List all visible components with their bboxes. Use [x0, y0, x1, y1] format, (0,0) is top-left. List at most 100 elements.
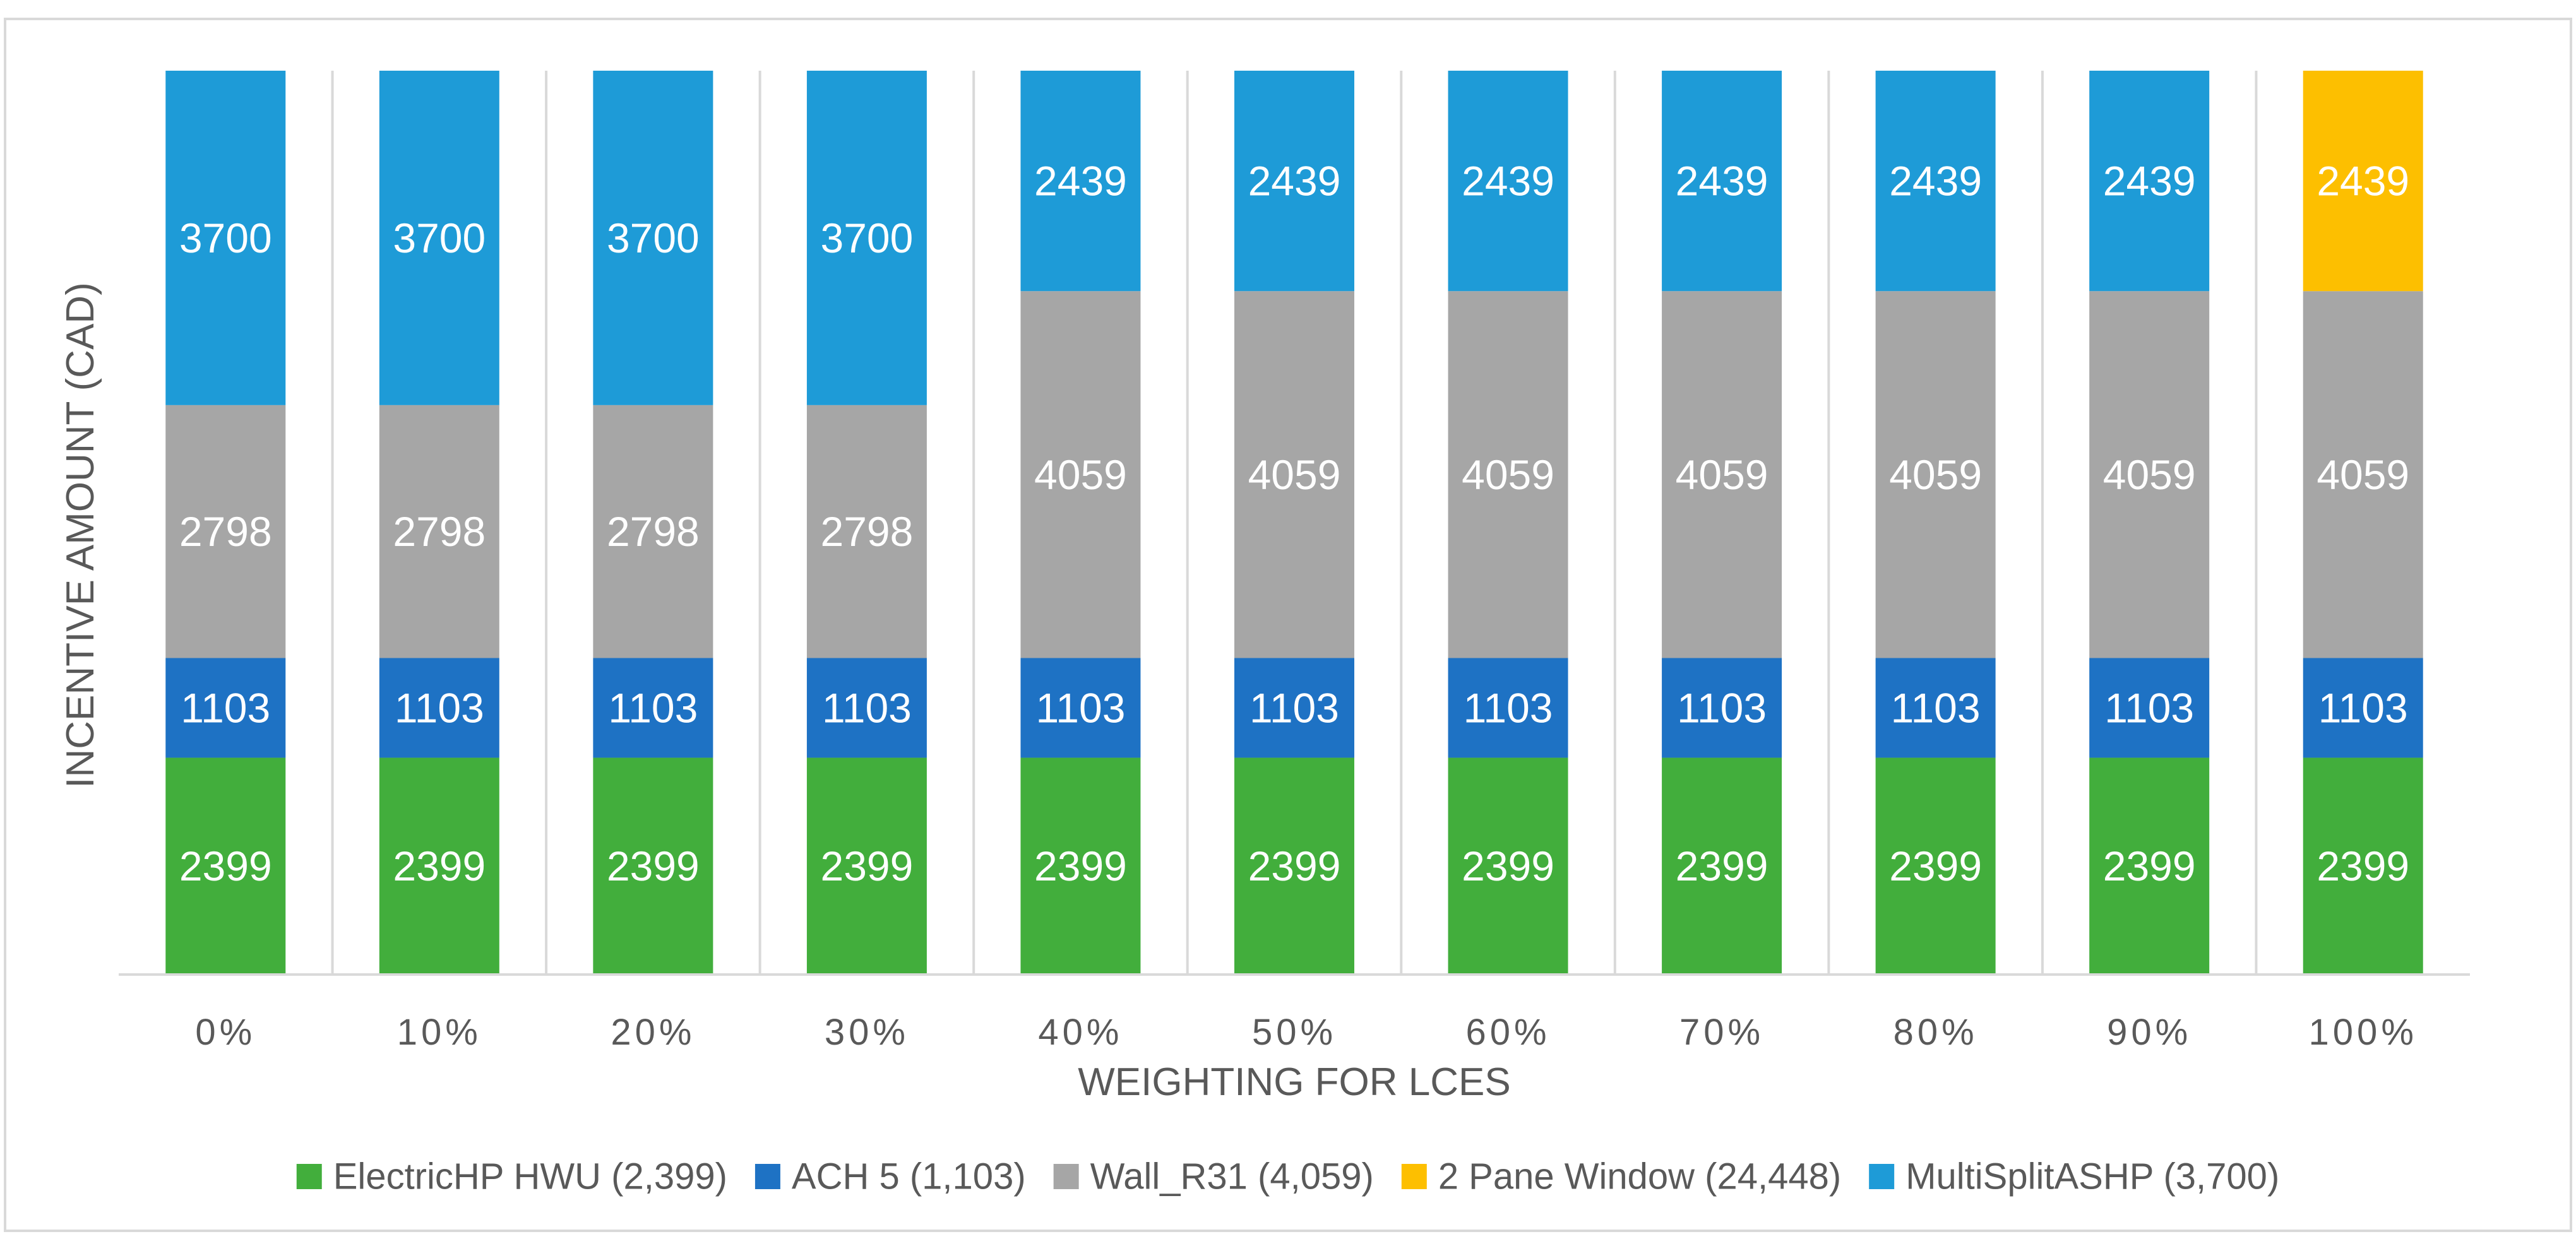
data-label: 2399	[1462, 843, 1554, 889]
bar-segment	[1875, 658, 1996, 758]
data-label: 2798	[393, 508, 486, 555]
bar-segment	[2303, 658, 2423, 758]
x-axis-tick-labels: 0% 10% 20% 30% 40% 50% 60% 70% 80% 90% 100%	[195, 1012, 2418, 1053]
bar-segment	[379, 658, 499, 758]
bar-segment	[2089, 291, 2210, 658]
legend: ElectricHP HWU (2,399) ACH 5 (1,103) Wall_…	[296, 1156, 2279, 1197]
bar-segment	[806, 405, 927, 658]
bar-segment	[2303, 757, 2423, 975]
bar-segment	[379, 71, 499, 405]
data-label: 3700	[179, 215, 272, 261]
bar-segment	[1234, 291, 1354, 658]
bar-segment	[1875, 291, 1996, 658]
bar-segment	[379, 757, 499, 975]
data-label: 2399	[820, 843, 913, 889]
data-label: 2399	[1676, 843, 1768, 889]
bar-segment	[165, 658, 286, 758]
bar-segment	[806, 757, 927, 975]
bar-segment	[806, 658, 927, 758]
bar-segment	[1234, 71, 1354, 292]
x-tick-label: 90%	[2107, 1012, 2191, 1053]
x-tick-label: 0%	[195, 1012, 256, 1053]
x-tick-label: 40%	[1038, 1012, 1123, 1053]
data-label: 1103	[1035, 684, 1125, 731]
data-label: 3700	[393, 215, 486, 261]
legend-label: Wall_R31 (4,059)	[1090, 1156, 1374, 1197]
data-label: 1103	[1677, 684, 1767, 731]
bar-segment	[2089, 71, 2210, 292]
x-tick-label: 10%	[397, 1012, 482, 1053]
data-label: 2399	[179, 843, 272, 889]
legend-item: 2 Pane Window (24,448)	[1401, 1156, 1841, 1197]
data-label: 4059	[1034, 451, 1127, 498]
data-label: 2399	[1889, 843, 1982, 889]
x-tick-label: 100%	[2309, 1012, 2418, 1053]
bar-segment	[1448, 757, 1568, 975]
data-label: 1103	[1249, 684, 1339, 731]
data-label: 4059	[2317, 451, 2409, 498]
bar-segment	[593, 658, 713, 758]
x-tick-label: 80%	[1893, 1012, 1978, 1053]
x-axis-title: WEIGHTING FOR LCES	[1078, 1060, 1510, 1104]
legend-label: MultiSplitASHP (3,700)	[1905, 1156, 2279, 1197]
data-label: 2399	[1034, 843, 1127, 889]
data-label: 2399	[607, 843, 700, 889]
bar-segment	[2089, 658, 2210, 758]
bar-segment	[1448, 71, 1568, 292]
data-label: 4059	[1676, 451, 1768, 498]
data-label: 2439	[1034, 158, 1127, 205]
plot-area: 2399 1103 2798 3700 2399 1103 2798 3700 2399 1103…	[165, 71, 2423, 975]
bar-segment	[593, 71, 713, 405]
legend-label: ElectricHP HWU (2,399)	[333, 1156, 727, 1197]
bar-segment	[2303, 291, 2423, 658]
bar-segment	[806, 71, 927, 405]
legend-swatch	[754, 1164, 780, 1189]
bar-segment	[2303, 71, 2423, 292]
legend-item: MultiSplitASHP (3,700)	[1869, 1156, 2279, 1197]
bar-segment	[1875, 71, 1996, 292]
legend-swatch	[1401, 1164, 1427, 1189]
data-label: 2439	[1676, 158, 1768, 205]
data-label: 4059	[1248, 451, 1341, 498]
data-label: 1103	[1891, 684, 1981, 731]
bar-segment	[165, 405, 286, 658]
bar-segment	[1448, 291, 1568, 658]
data-label: 3700	[607, 215, 700, 261]
x-tick-label: 60%	[1465, 1012, 1550, 1053]
bar-segment	[1020, 291, 1141, 658]
bar-segment	[1020, 757, 1141, 975]
x-tick-label: 20%	[611, 1012, 695, 1053]
data-label: 1103	[1464, 684, 1553, 731]
data-label: 2439	[1462, 158, 1554, 205]
bar-segment	[593, 405, 713, 658]
data-label: 1103	[181, 684, 270, 731]
legend-swatch	[1869, 1164, 1895, 1189]
x-tick-label: 30%	[825, 1012, 909, 1053]
legend-swatch	[1053, 1164, 1079, 1189]
data-label: 4059	[1889, 451, 1982, 498]
data-label: 2798	[179, 508, 272, 555]
bar-segment	[1234, 658, 1354, 758]
data-label: 4059	[2103, 451, 2196, 498]
data-label: 2798	[820, 508, 913, 555]
bar-segment	[1875, 757, 1996, 975]
y-axis-title: INCENTIVE AMOUNT (CAD)	[59, 282, 102, 788]
data-label: 2439	[1889, 158, 1982, 205]
data-label: 1103	[822, 684, 912, 731]
legend-label: ACH 5 (1,103)	[792, 1156, 1026, 1197]
bar-segment	[379, 405, 499, 658]
data-label: 2399	[393, 843, 486, 889]
bar-segment	[2089, 757, 2210, 975]
bar-segment	[1448, 658, 1568, 758]
data-label: 2439	[1248, 158, 1341, 205]
data-label: 4059	[1462, 451, 1554, 498]
x-tick-label: 50%	[1252, 1012, 1337, 1053]
data-label: 1103	[608, 684, 698, 731]
data-label: 2399	[2317, 843, 2409, 889]
data-label: 1103	[2318, 684, 2408, 731]
data-label: 2798	[607, 508, 700, 555]
bar-segment	[1662, 291, 1782, 658]
data-label: 2399	[1248, 843, 1341, 889]
bar-segment	[1662, 757, 1782, 975]
bar-segment	[165, 71, 286, 405]
